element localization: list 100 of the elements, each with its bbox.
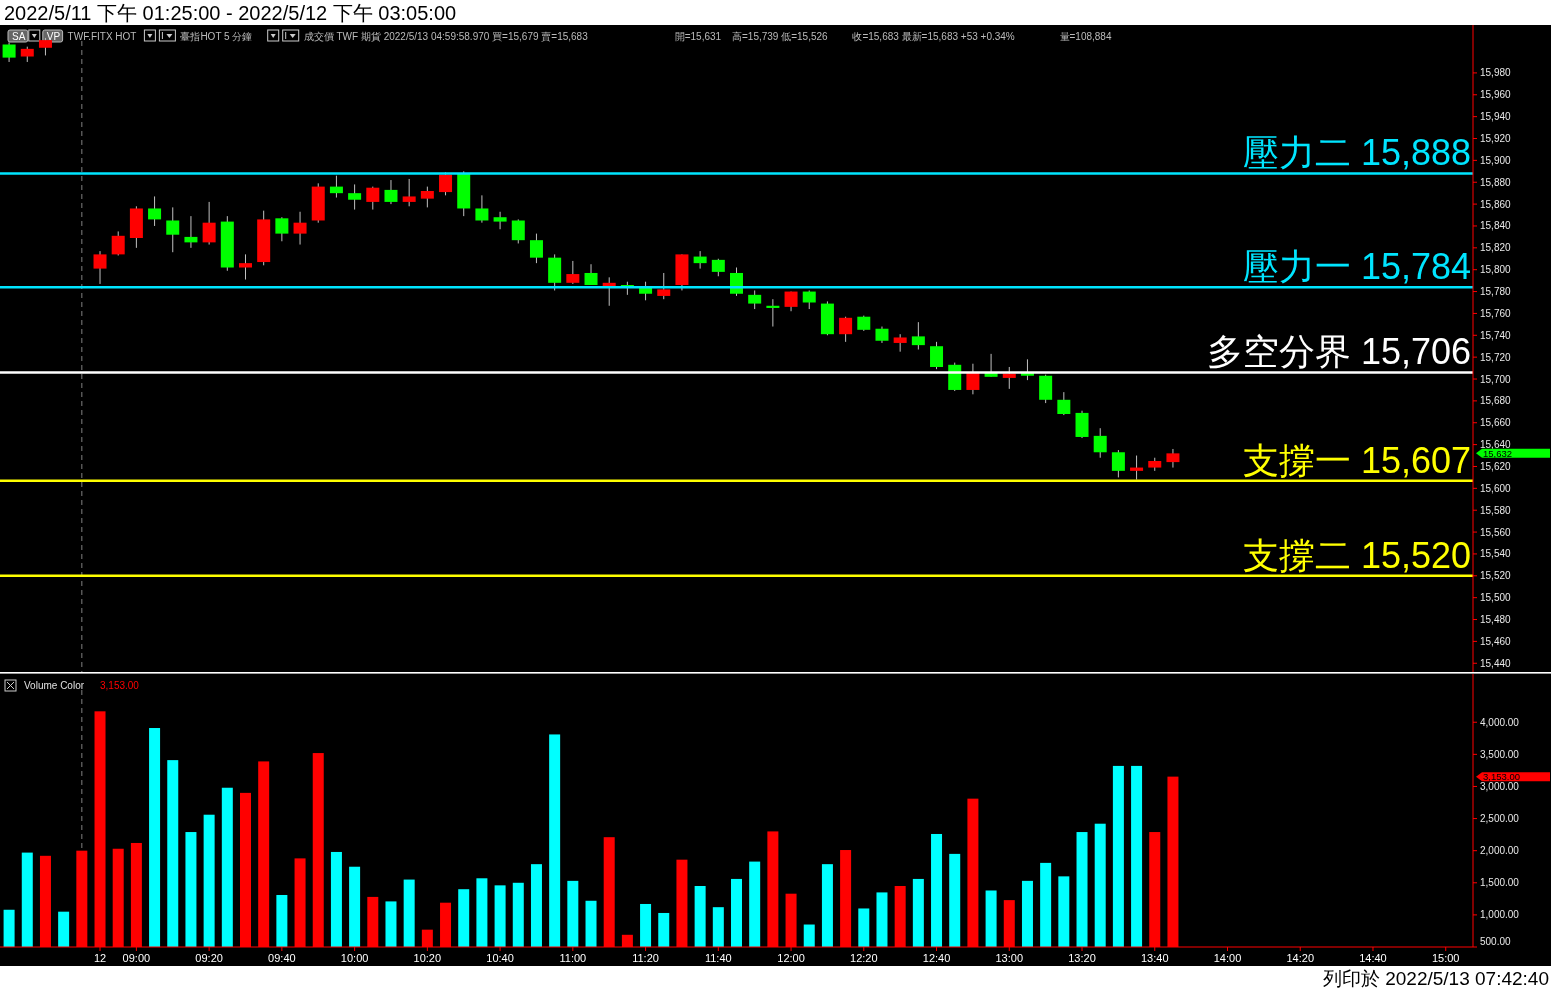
y-tick-label: 15,720	[1480, 351, 1512, 363]
y-tick-label: 15,900	[1480, 154, 1512, 166]
annotation: 量=108,884	[1059, 31, 1112, 42]
x-tick-label: 13:40	[1140, 952, 1169, 964]
text: 列印於 2022/5/13 07:42:40	[1322, 968, 1549, 989]
y-tick-label: 15,620	[1480, 460, 1512, 472]
annotation: 開=15,631	[674, 31, 722, 42]
y-tick-label: 15,520	[1480, 570, 1512, 582]
ref-line-label: 多空分界 15,706	[1206, 331, 1471, 373]
annotation: SA	[12, 31, 26, 42]
candlestick	[293, 211, 307, 246]
candlestick	[1057, 391, 1071, 416]
x-tick-label: 15:00	[1431, 952, 1460, 964]
x-tick-label: 11:20	[632, 952, 659, 964]
y-tick-label: 500.00	[1480, 936, 1512, 947]
candlestick	[1166, 448, 1180, 469]
candlestick	[402, 178, 416, 207]
x-tick-label: 10:40	[486, 952, 514, 964]
x-tick-label: 13:00	[995, 952, 1024, 964]
y-tick-label: 15,920	[1480, 133, 1512, 145]
chart-title: 2022/5/11 下午 01:25:00 - 2022/5/12 下午 03:05:00	[4, 2, 457, 24]
ref-line-label: 壓力二 15,888	[1242, 132, 1471, 174]
x-tick-label: 12:00	[777, 952, 805, 964]
candlestick	[693, 250, 707, 270]
candlestick	[366, 186, 380, 211]
candlestick	[802, 289, 816, 310]
candlestick	[166, 206, 180, 253]
candlestick	[148, 195, 162, 227]
candlestick	[1130, 455, 1144, 481]
y-tick-label: 1,000.00	[1480, 909, 1520, 921]
candlestick	[202, 201, 216, 246]
candlestick	[657, 272, 671, 300]
y-tick-label: 15,740	[1480, 329, 1512, 341]
candlestick	[602, 276, 616, 307]
candlestick	[239, 253, 252, 281]
candlestick	[93, 250, 107, 285]
y-tick-label: 2,500.00	[1480, 813, 1520, 825]
y-tick-label: 15,440	[1480, 657, 1512, 669]
candlestick	[329, 175, 343, 199]
x-tick-label: 10:00	[340, 952, 369, 964]
y-tick-label: 4,000.00	[1480, 716, 1520, 728]
candlestick	[730, 267, 743, 297]
y-tick-label: 15,940	[1480, 111, 1512, 123]
y-tick-label: 15,540	[1480, 548, 1512, 560]
candlestick	[111, 230, 125, 256]
y-tick-label: 15,500	[1480, 592, 1512, 604]
y-tick-label: 15,580	[1480, 504, 1512, 516]
x-tick-label: 12:40	[922, 952, 951, 964]
y-tick-label: 15,680	[1480, 395, 1512, 407]
annotation: 臺指HOT 5 分鐘	[180, 31, 253, 42]
y-tick-label: 15,980	[1480, 67, 1512, 79]
candlestick	[384, 179, 398, 205]
annotation: TWF.FITX HOT	[67, 31, 137, 42]
chart-title: Volume Color	[24, 680, 85, 691]
y-tick-label: 15,660	[1480, 417, 1512, 429]
ref-line-label: 壓力一 15,784	[1242, 246, 1471, 288]
annotation: VP	[46, 31, 61, 42]
x-tick-label: 11:00	[559, 952, 587, 964]
ref-line-label: 支撐二 15,520	[1242, 534, 1471, 576]
x-tick-label: 09:40	[268, 952, 296, 964]
candlestick	[1093, 427, 1107, 459]
candlestick	[275, 216, 289, 242]
y-tick-label: 15,780	[1480, 286, 1512, 298]
x-tick-label: 14:40	[1359, 952, 1387, 964]
y-tick-label: 15,700	[1480, 373, 1512, 385]
x-tick-label: 12:20	[850, 952, 878, 964]
candlestick	[1111, 449, 1125, 478]
annotation: 高=15,739 低=15,526	[732, 31, 829, 42]
y-tick-label: 3,500.00	[1480, 748, 1520, 760]
candlestick	[529, 233, 543, 264]
candlestick	[475, 194, 489, 224]
annotation: 3,153.00	[100, 680, 140, 691]
candlestick	[748, 289, 762, 310]
annotation: 收=15,683 最新=15,683 +53 +0.34%	[852, 31, 1015, 42]
y-tick-label: 15,560	[1480, 526, 1512, 538]
x-tick-label: 13:20	[1068, 952, 1096, 964]
candlestick	[511, 218, 525, 244]
x-tick-label: 09:20	[195, 952, 223, 964]
candlestick	[930, 341, 944, 370]
candlestick	[348, 183, 362, 211]
text: 3,153.00	[1483, 771, 1520, 783]
y-tick-label: 15,600	[1480, 482, 1512, 494]
candlestick	[766, 298, 780, 328]
y-tick-label: 2,000.00	[1480, 845, 1520, 857]
y-tick-label: 15,800	[1480, 264, 1512, 276]
x-tick-label: 14:20	[1286, 952, 1315, 964]
y-tick-label: 15,460	[1480, 635, 1512, 647]
y-tick-label: 1,500.00	[1480, 877, 1520, 889]
y-tick-label: 15,820	[1480, 242, 1512, 254]
y-tick-label: 15,840	[1480, 220, 1512, 232]
candlestick	[420, 186, 434, 208]
candlestick	[911, 321, 925, 350]
candlestick	[839, 316, 853, 343]
candlestick	[966, 363, 980, 395]
annotation: 成交價 TWF 期貨 2022/5/13 04:59:58.970 買=15,679 賣=15,683	[303, 31, 589, 42]
x-tick-label: 11:40	[704, 952, 732, 964]
y-tick-label: 15,760	[1480, 307, 1512, 319]
y-tick-label: 3,000.00	[1480, 780, 1520, 792]
y-tick-label: 15,480	[1480, 614, 1512, 626]
y-tick-label: 15,960	[1480, 89, 1512, 101]
